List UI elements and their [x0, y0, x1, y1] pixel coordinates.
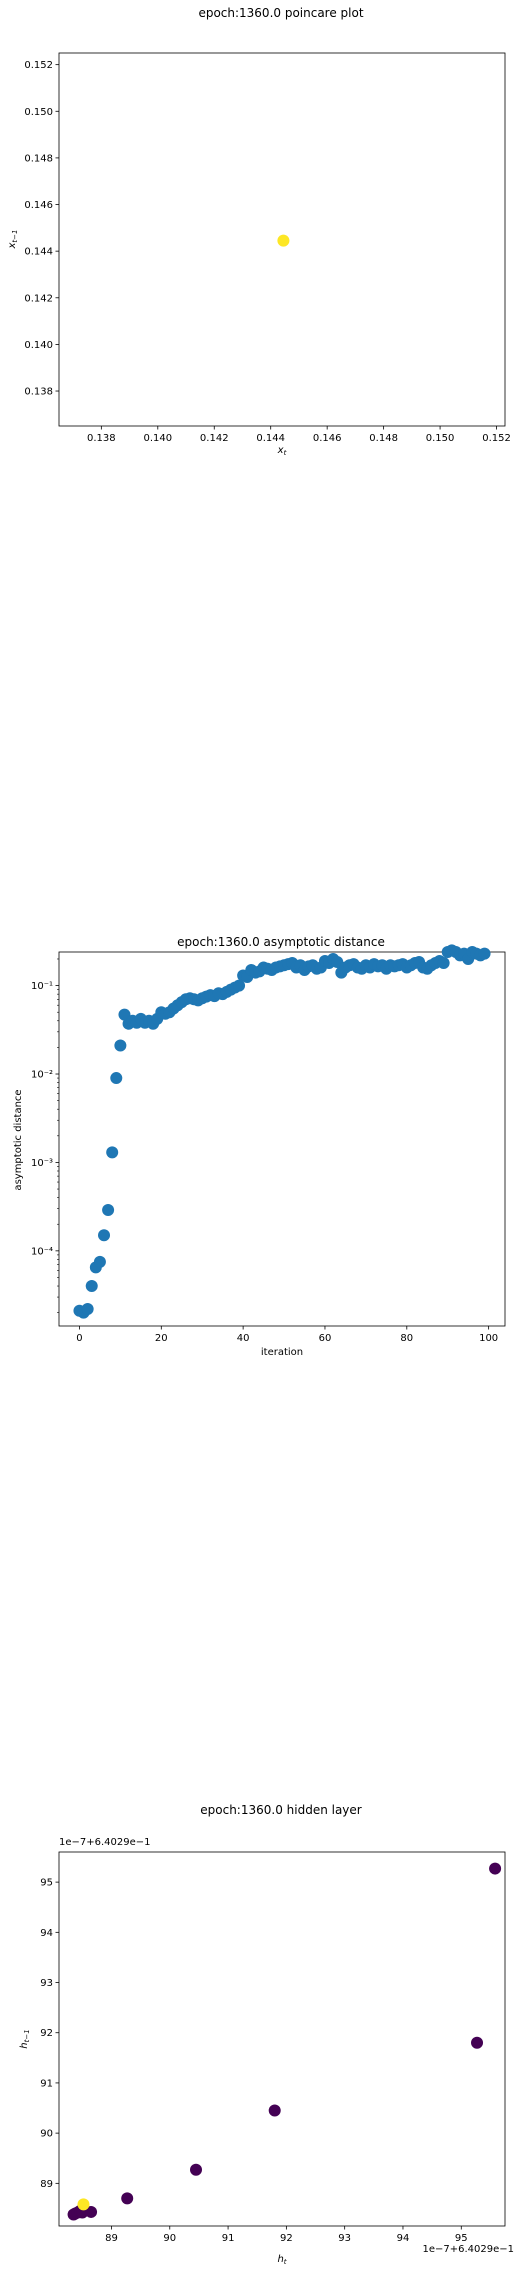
y-tick-label: 92	[40, 2028, 53, 2039]
y-tick-label: 10⁻⁴	[31, 1246, 53, 1257]
y-tick-label: 0.144	[24, 247, 53, 258]
y-tick-label: 93	[40, 1978, 53, 1989]
hidden-layer-x-ticks: 89 90 91 92 93 94 95	[105, 2226, 468, 2244]
data-point	[85, 1280, 98, 1293]
x-tick-label: 0.150	[426, 433, 455, 444]
asymptotic-chart: epoch:1360.0 asymptotic distance 0 20 40 60…	[13, 935, 506, 1358]
x-tick-label: 94	[397, 2233, 410, 2244]
y-tick-label: 90	[40, 2129, 53, 2140]
poincare-xlabel: xt	[277, 445, 287, 457]
x-tick-label: 100	[479, 1333, 498, 1344]
data-point	[478, 947, 491, 960]
x-tick-label: 60	[319, 1333, 332, 1344]
data-point	[77, 2198, 90, 2211]
poincare-chart: epoch:1360.0 poincare plot 0.138 0.140 0.1…	[7, 6, 511, 457]
data-point	[471, 2036, 484, 2049]
y-tick-label: 94	[40, 1928, 53, 1939]
y-tick-label: 0.152	[24, 60, 53, 71]
asymptotic-title: epoch:1360.0 asymptotic distance	[177, 935, 385, 949]
data-point	[190, 2163, 203, 2176]
asymptotic-xlabel: iteration	[261, 1347, 303, 1358]
y-tick-label: 0.140	[24, 340, 53, 351]
asymptotic-ylabel: asymptotic distance	[13, 1089, 24, 1190]
data-point	[114, 1039, 127, 1052]
y-tick-label: 10⁻³	[31, 1158, 53, 1169]
hidden-layer-y-offset: 1e−7+6.4029e−1	[59, 1837, 151, 1848]
x-tick-label: 90	[163, 2233, 176, 2244]
data-point	[121, 2192, 134, 2205]
poincare-y-ticks: 0.138 0.140 0.142 0.144 0.146 0.148 0.150 0.152	[24, 60, 59, 398]
hidden-layer-xlabel: ht	[277, 2254, 286, 2266]
data-point	[81, 1302, 94, 1315]
y-tick-label: 0.138	[24, 387, 53, 398]
x-tick-label: 0.138	[87, 433, 116, 444]
y-tick-label: 0.148	[24, 153, 53, 164]
x-tick-label: 0.142	[200, 433, 229, 444]
data-point	[110, 1072, 123, 1085]
poincare-plot-area	[58, 52, 506, 427]
x-tick-label: 80	[400, 1333, 413, 1344]
asymptotic-plot-area	[58, 951, 506, 1327]
y-tick-label: 0.146	[24, 200, 53, 211]
poincare-points	[277, 234, 290, 247]
data-point	[85, 2205, 98, 2218]
hidden-layer-y-ticks: 89 90 91 92 93 94 95	[40, 1878, 59, 2190]
x-tick-label: 95	[455, 2233, 468, 2244]
data-point	[93, 1255, 106, 1268]
x-tick-label: 0.146	[313, 433, 342, 444]
x-tick-label: 20	[155, 1333, 168, 1344]
asymptotic-y-ticks: 10⁻⁴ 10⁻³ 10⁻² 10⁻¹	[31, 958, 59, 1313]
data-point	[98, 1229, 111, 1242]
x-tick-label: 40	[237, 1333, 250, 1344]
data-point	[437, 957, 450, 970]
y-tick-label: 0.150	[24, 107, 53, 118]
asymptotic-points	[73, 944, 491, 1319]
data-point	[106, 1146, 119, 1159]
x-tick-label: 0.140	[143, 433, 172, 444]
hidden-layer-chart: epoch:1360.0 hidden layer 1e−7+6.4029e−1…	[19, 1803, 514, 2266]
y-tick-label: 10⁻¹	[31, 981, 53, 992]
data-point	[277, 234, 290, 247]
data-point	[489, 1862, 502, 1875]
x-tick-label: 92	[280, 2233, 293, 2244]
poincare-title: epoch:1360.0 poincare plot	[198, 6, 363, 20]
hidden-layer-title: epoch:1360.0 hidden layer	[200, 1803, 362, 1817]
hidden-layer-x-offset: 1e−7+6.4029e−1	[422, 2244, 514, 2255]
hidden-layer-plot-area	[58, 1851, 506, 2227]
x-tick-label: 0.144	[256, 433, 285, 444]
y-tick-label: 95	[40, 1878, 53, 1889]
y-tick-label: 10⁻²	[31, 1070, 53, 1081]
hidden-layer-ylabel: ht−1	[19, 2029, 31, 2048]
poincare-ylabel: xt−1	[7, 230, 19, 250]
x-tick-label: 89	[105, 2233, 118, 2244]
data-point	[268, 2104, 281, 2117]
x-tick-label: 0.148	[369, 433, 398, 444]
asymptotic-x-ticks: 0 20 40 60 80 100	[76, 1326, 498, 1344]
data-point	[102, 1203, 115, 1216]
poincare-x-ticks: 0.138 0.140 0.142 0.144 0.146 0.148 0.150 0.152	[87, 426, 511, 444]
y-tick-label: 91	[40, 2078, 53, 2089]
data-point	[118, 1008, 131, 1021]
hidden-layer-points	[67, 1862, 502, 2221]
x-tick-label: 93	[338, 2233, 351, 2244]
x-tick-label: 0.152	[482, 433, 511, 444]
data-point	[233, 979, 246, 992]
y-tick-label: 0.142	[24, 293, 53, 304]
x-tick-label: 91	[222, 2233, 235, 2244]
y-tick-label: 89	[40, 2179, 53, 2190]
x-tick-label: 0	[76, 1333, 82, 1344]
